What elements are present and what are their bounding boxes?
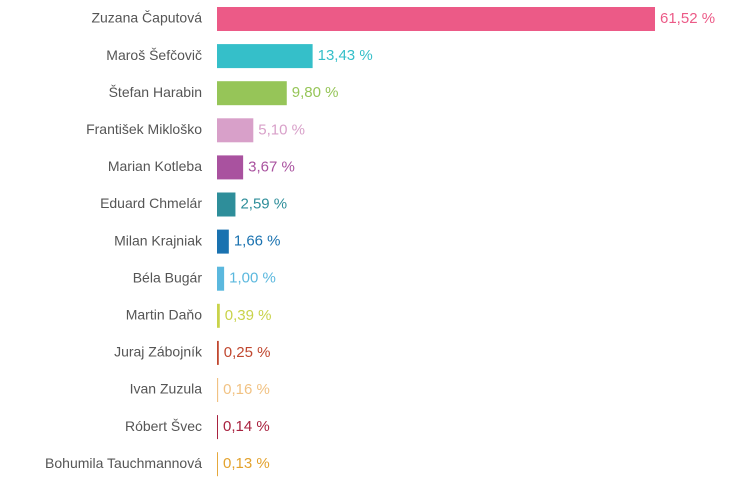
bar (217, 266, 225, 291)
category-label: František Mikloško (86, 121, 202, 137)
category-label: Milan Krajniak (114, 232, 203, 248)
category-label: Marian Kotleba (108, 158, 202, 174)
category-label: Bohumila Tauchmannová (45, 455, 202, 471)
bar (217, 81, 287, 106)
bar (217, 415, 218, 440)
value-label: 0,16 % (223, 381, 270, 398)
category-label: Martin Daňo (126, 307, 202, 323)
bar (217, 192, 236, 217)
value-label: 61,52 % (660, 10, 715, 27)
value-label: 0,39 % (225, 307, 272, 324)
category-label: Maroš Šefčovič (106, 47, 202, 63)
bar (217, 229, 229, 254)
category-label: Zuzana Čaputová (91, 10, 202, 26)
bar (217, 44, 313, 69)
bar (217, 378, 219, 402)
category-label: Róbert Švec (125, 418, 202, 434)
bar (217, 118, 254, 143)
bar (217, 7, 655, 31)
category-label: Béla Bugár (133, 269, 203, 285)
value-label: 2,59 % (240, 195, 287, 212)
value-label: 0,25 % (224, 344, 271, 361)
value-label: 5,10 % (258, 121, 305, 138)
category-label: Eduard Chmelár (100, 195, 202, 211)
value-label: 1,00 % (229, 270, 276, 287)
category-label: Ivan Zuzula (130, 381, 203, 397)
value-label: 0,14 % (223, 418, 270, 435)
bar (217, 452, 218, 477)
bar (217, 303, 220, 328)
value-label: 3,67 % (248, 158, 295, 175)
bar (217, 340, 219, 365)
value-label: 13,43 % (318, 47, 373, 64)
value-label: 1,66 % (234, 233, 281, 250)
value-label: 0,13 % (223, 455, 270, 472)
category-label: Štefan Harabin (109, 84, 202, 100)
category-label: Juraj Zábojník (114, 344, 203, 360)
value-label: 9,80 % (292, 84, 339, 101)
bar (217, 155, 244, 180)
